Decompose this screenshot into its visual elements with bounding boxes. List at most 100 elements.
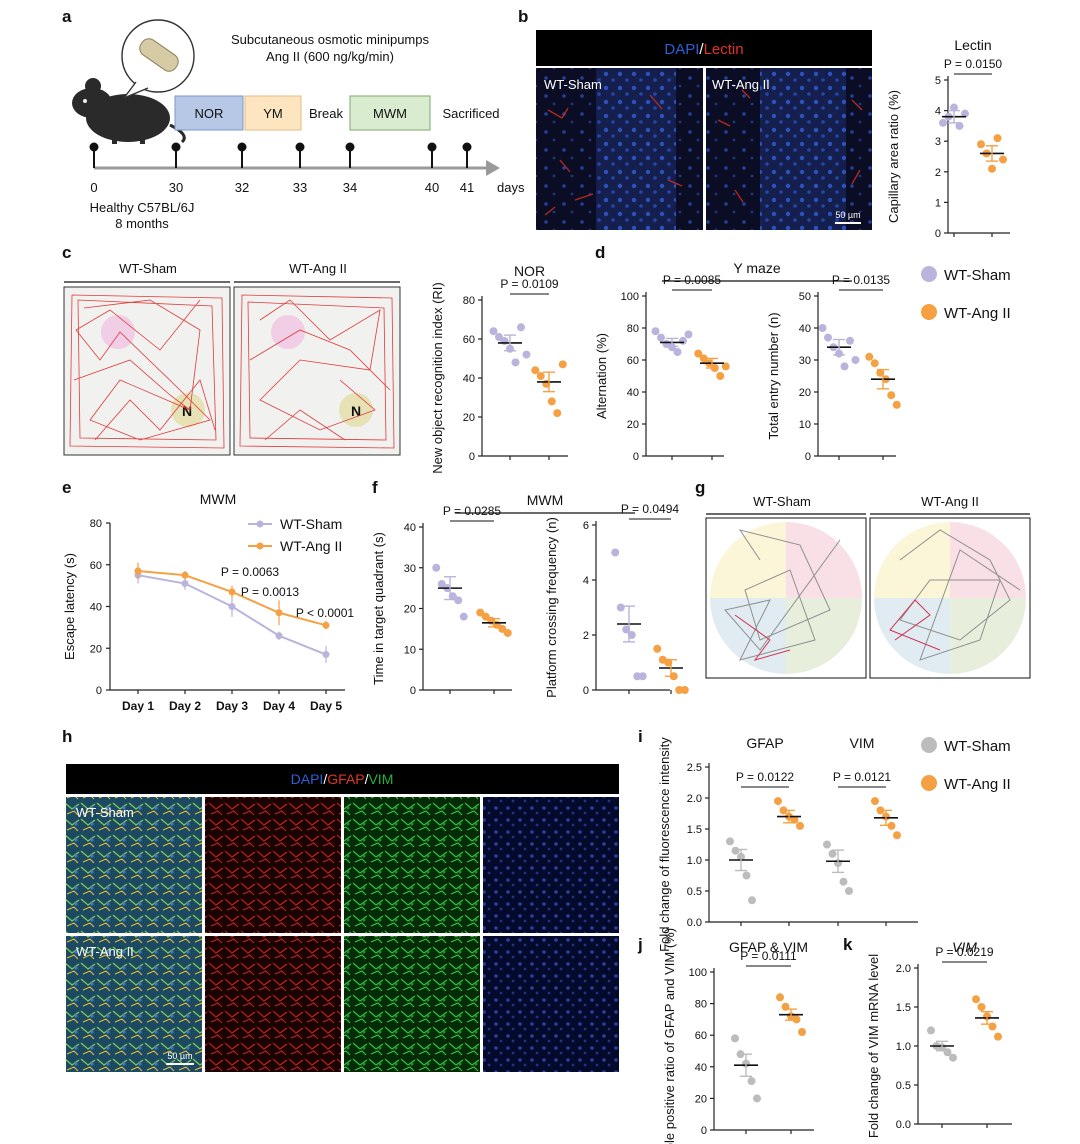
series-point-e	[181, 571, 189, 579]
micro-h-label-ang: WT-Ang II	[76, 944, 134, 959]
data-point-d2	[887, 391, 896, 400]
chart-d2: 0 10 20 30 40 50 Total entry number (n) P = 0.0…	[766, 273, 901, 463]
scale-label-b: 50 µm	[835, 210, 860, 220]
track-c-label-ang: WT-Ang II	[289, 261, 347, 276]
data-point-b	[988, 164, 996, 173]
y-tick-label-c: 20	[463, 412, 475, 424]
micrograph-ang-vim	[344, 936, 480, 1072]
y-tick-label-b: 2	[935, 167, 941, 179]
data-point-k	[949, 1053, 957, 1062]
data-point-d1	[699, 354, 708, 363]
legend-label-e: WT-Sham	[280, 516, 342, 532]
legend-marker-e	[256, 542, 264, 550]
chart-subtitle-i: GFAP	[746, 735, 783, 751]
y-tick-label-d2: 20	[799, 387, 811, 399]
stain-title-b: DAPI/Lectin	[664, 41, 743, 58]
group-header-d: Y maze	[733, 260, 780, 276]
data-point-c	[489, 327, 498, 336]
y-tick-label-j: 60	[695, 1030, 707, 1042]
chart-title-k: VIM	[952, 939, 977, 955]
panel-label-c: c	[62, 243, 71, 262]
y-tick-label-d1: 80	[627, 323, 639, 335]
y-tick-label-d2: 0	[805, 451, 811, 463]
series-point-e	[228, 588, 236, 596]
data-point-f1	[454, 596, 463, 605]
timeline-tick-label: 41	[460, 180, 474, 195]
timeline-tick-label: 30	[169, 180, 183, 195]
y-tick-label-f1: 30	[404, 563, 416, 575]
data-point-f2	[627, 631, 636, 639]
p-value-d1: P = 0.0085	[663, 273, 721, 287]
mwm-tracks-panel: WT-Sham WT-Ang II	[705, 494, 1031, 679]
micrograph-sham-dapi	[483, 797, 619, 933]
chart-subtitle-i: VIM	[850, 735, 875, 751]
data-point-j	[776, 993, 784, 1002]
timeline-tick-dot	[462, 142, 472, 152]
y-tick-label-i: 0.0	[687, 917, 702, 929]
y-tick-label-f2: 2	[583, 630, 589, 642]
series-point-e	[228, 603, 236, 610]
data-point-f2	[616, 603, 625, 612]
p-value-i: P = 0.0121	[833, 770, 891, 784]
timeline-tick-dot	[295, 142, 305, 152]
data-point-i	[774, 797, 782, 806]
y-tick-label-f1: 10	[404, 644, 416, 656]
y-axis-label-k: Fold change of VIM mRNA level	[866, 954, 881, 1138]
y-tick-label-d2: 40	[799, 323, 811, 335]
micrograph-sham-vim	[344, 797, 480, 933]
series-point-e	[275, 632, 283, 640]
series-point-e	[181, 580, 189, 588]
y-tick-label-f1: 20	[404, 604, 416, 616]
micro-b-label-sham: WT-Sham	[544, 77, 602, 92]
data-point-d1	[657, 333, 665, 342]
y-tick-label-d1: 40	[627, 387, 639, 399]
data-point-d2	[892, 400, 901, 409]
mwm-box	[349, 95, 431, 131]
arena-sham	[63, 286, 231, 456]
p-value-f2: P = 0.0494	[621, 502, 679, 516]
panel-label-f: f	[372, 478, 378, 497]
arena-ang	[233, 286, 401, 456]
data-point-i	[726, 837, 734, 846]
legend-purple: WT-Sham WT-Ang II	[921, 266, 1011, 322]
y-axis-label-i: Fold change of fluorescence intensity	[657, 737, 672, 952]
data-point-i	[845, 887, 853, 895]
familiar-object-sham	[101, 315, 135, 349]
series-point-e	[322, 651, 330, 659]
ym-box-label: YM	[263, 106, 283, 121]
chart-e: 0 20 40 60 80 Day 1 Day 2 Day 3 Day 4 Day 5 Escape…	[62, 491, 354, 713]
data-point-d1	[716, 372, 725, 380]
mouse-icon	[72, 78, 186, 144]
y-tick-label-c: 0	[469, 451, 475, 463]
micrograph-sham-gfap	[205, 797, 341, 933]
y-tick-label-b: 1	[935, 197, 941, 209]
data-point-d1	[721, 362, 730, 371]
timeline-tick-label: 0	[90, 180, 97, 195]
y-tick-label-b: 5	[935, 75, 941, 87]
y-tick-label-f2: 0	[583, 685, 589, 697]
data-point-k	[994, 1032, 1002, 1041]
timeline-tick-label: 40	[425, 180, 439, 195]
panel-label-a: a	[62, 7, 72, 26]
legend-grey: WT-Sham WT-Ang II	[921, 737, 1011, 793]
data-point-c	[553, 409, 562, 418]
y-axis-label-d1: Alternation (%)	[594, 333, 609, 419]
y-tick-label-e: 80	[90, 518, 102, 530]
legend-grey-label-sham: WT-Sham	[944, 738, 1011, 755]
chart-j: 0 20 40 60 80 100 Double positive ratio of GFA…	[662, 928, 814, 1144]
data-point-i	[790, 815, 799, 824]
group-header-f: MWM	[527, 492, 564, 508]
y-tick-label-d2: 30	[799, 355, 811, 367]
data-point-d1	[694, 349, 703, 358]
y-tick-label-k: 0.0	[896, 1119, 911, 1131]
data-point-f2	[680, 686, 689, 694]
panel-label-e: e	[62, 478, 71, 497]
timeline-tick-label: 32	[235, 180, 249, 195]
y-tick-label-b: 0	[935, 228, 941, 240]
novel-marker-sham: N	[182, 403, 192, 419]
y-tick-label-e: 40	[90, 602, 102, 614]
data-point-f1	[459, 612, 468, 621]
data-point-j	[753, 1094, 761, 1103]
data-point-f1	[498, 624, 507, 633]
